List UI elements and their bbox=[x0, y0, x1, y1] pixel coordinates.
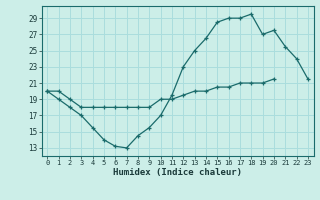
X-axis label: Humidex (Indice chaleur): Humidex (Indice chaleur) bbox=[113, 168, 242, 177]
